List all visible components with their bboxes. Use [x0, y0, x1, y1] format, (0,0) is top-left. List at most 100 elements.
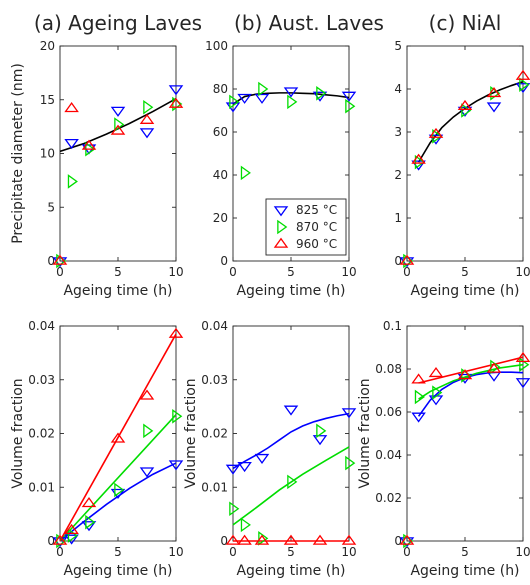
y-tick-label: 0 [47, 254, 55, 268]
x-tick-label: 10 [341, 265, 356, 279]
y-tick-label: 10 [40, 147, 55, 161]
y-tick-label: 0.04 [201, 319, 228, 333]
y-tick-label: 0.08 [375, 362, 402, 376]
fit-line [417, 371, 524, 417]
data-point [114, 482, 125, 498]
data-point [428, 127, 444, 138]
data-point [81, 497, 97, 508]
x-tick-label: 5 [461, 545, 469, 559]
data-point [432, 129, 443, 144]
x-axis-label: Ageing time (h) [410, 283, 519, 299]
fit-line [59, 333, 177, 542]
data-point [411, 153, 426, 164]
data-point [237, 93, 252, 104]
data-point [287, 474, 298, 490]
fit-line [232, 92, 350, 105]
y-tick-label: 20 [40, 39, 55, 53]
y-tick-label: 40 [213, 168, 228, 182]
y-tick-label: 0 [220, 534, 228, 548]
data-point [168, 327, 184, 338]
y-tick-label: 1 [394, 211, 402, 225]
data-point [515, 378, 530, 389]
x-tick-label: 5 [114, 265, 122, 279]
data-point [457, 369, 473, 380]
data-point [139, 128, 155, 139]
data-point [457, 99, 473, 110]
axes-box [232, 325, 350, 542]
data-point [345, 98, 356, 114]
data-point [229, 501, 240, 517]
data-point [515, 69, 530, 80]
chart-panel-a1: 0 5 10 0 5 10 15 20 Ageing time (h) Precipitate d… [10, 11, 202, 299]
fit-line [232, 412, 350, 470]
x-tick-label: 0 [403, 265, 411, 279]
data-point [341, 408, 357, 419]
x-axis-label: Ageing time (h) [236, 563, 345, 579]
data-point [519, 77, 530, 92]
y-tick-label: 0.06 [375, 405, 402, 419]
data-point [486, 86, 502, 98]
y-tick-label: 0.01 [28, 480, 55, 494]
data-point [414, 389, 425, 405]
x-tick-label: 0 [403, 545, 411, 559]
legend-marker [273, 237, 289, 248]
y-axis-label: Volume fraction [183, 378, 199, 488]
data-point [254, 93, 270, 104]
x-axis-label: Ageing time (h) [63, 563, 172, 579]
y-tick-label: 3 [394, 125, 402, 139]
panel-title: (a) Ageing Laves [34, 11, 202, 35]
chart-panel-a2: 0 5 10 0 0.01 0.02 0.03 0.04 Ageing time (h) Volu… [10, 319, 184, 579]
data-point [316, 86, 327, 101]
panel-title: (b) Aust. Laves [234, 11, 384, 35]
data-point [143, 100, 154, 115]
x-tick-label: 0 [56, 545, 64, 559]
legend-label: 870 °C [296, 220, 337, 234]
data-point [139, 113, 155, 124]
data-point [399, 534, 415, 545]
data-point [312, 534, 328, 545]
x-tick-label: 10 [515, 265, 530, 279]
data-point [428, 366, 444, 378]
y-axis-label: Volume fraction [357, 378, 373, 488]
data-point [411, 373, 426, 384]
data-point [254, 453, 270, 465]
y-tick-label: 0.02 [28, 427, 55, 441]
data-point [67, 174, 78, 189]
data-point [52, 254, 68, 265]
y-axis-label: Precipitate diameter (nm) [10, 63, 26, 244]
data-point [110, 106, 126, 117]
x-tick-label: 10 [168, 265, 183, 279]
fit-line [418, 363, 524, 400]
y-tick-label: 0.01 [201, 480, 228, 494]
data-point [168, 97, 184, 108]
data-point [345, 455, 356, 471]
data-point [110, 432, 126, 443]
data-point [168, 460, 184, 471]
data-point [283, 534, 299, 545]
x-axis-label: Ageing time (h) [63, 283, 172, 299]
y-tick-label: 4 [394, 82, 402, 96]
chart-panel-c1: 0 5 10 0 1 2 3 4 5 Ageing time (h) (c) NiAl [394, 11, 530, 299]
x-tick-label: 10 [515, 545, 530, 559]
legend-marker [273, 206, 289, 217]
fit-line [418, 356, 524, 384]
data-point [168, 85, 184, 96]
data-point [341, 91, 357, 102]
data-point [139, 389, 155, 400]
data-point [85, 514, 96, 530]
y-tick-label: 60 [213, 125, 228, 139]
x-tick-label: 0 [229, 265, 237, 279]
data-point [258, 531, 269, 546]
y-tick-label: 15 [40, 93, 55, 107]
legend-marker [277, 219, 288, 235]
x-tick-label: 0 [229, 545, 237, 559]
y-tick-label: 5 [394, 39, 402, 53]
data-point [254, 534, 270, 545]
x-tick-label: 10 [168, 545, 183, 559]
y-tick-label: 0.04 [375, 448, 402, 462]
x-axis-label: Ageing time (h) [236, 283, 345, 299]
y-tick-label: 0.04 [28, 319, 55, 333]
chart-panel-b2: 0 5 10 0 0.01 0.02 0.03 0.04 Ageing time (h) Volu… [183, 319, 357, 579]
data-point [64, 102, 79, 113]
